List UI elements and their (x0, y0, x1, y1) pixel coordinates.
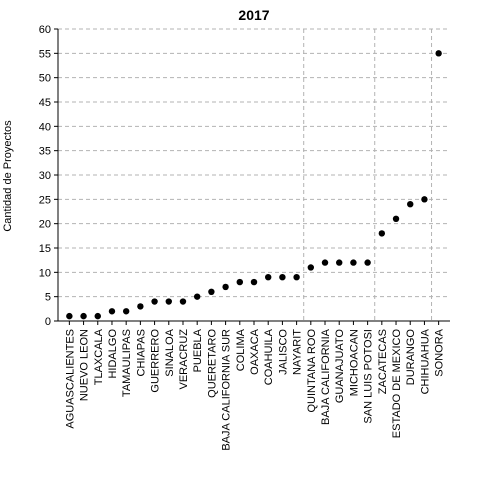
data-point (193, 293, 201, 300)
x-tick-label: GUERRERO (150, 329, 162, 393)
data-point (435, 50, 442, 57)
data-point (151, 298, 158, 305)
data-point (222, 283, 229, 291)
x-tick-label: ZACATECAS (377, 329, 389, 394)
x-tick-label: BAJA CALIFORNIA (320, 328, 332, 425)
data-point (137, 303, 144, 310)
y-tick-label: 45 (39, 97, 51, 109)
data-point (108, 308, 116, 315)
x-tick-label: COLIMA (235, 328, 247, 371)
chart-title: 2017 (238, 7, 269, 23)
x-tick-label: QUERETARO (206, 329, 218, 398)
y-tick-label: 60 (39, 24, 51, 36)
y-tick-label: 55 (39, 48, 51, 60)
x-tick-label: NAYARIT (292, 329, 304, 375)
x-tick-label: QUINTANA ROO (306, 329, 318, 413)
x-tick-label: BAJA CALIFORNIA SUR (221, 329, 233, 451)
x-tick-label: PUEBLA (192, 328, 204, 372)
y-tick-label: 5 (45, 292, 51, 304)
x-tick-label: DURANGO (405, 329, 417, 386)
data-point (421, 196, 428, 203)
y-tick-label: 15 (39, 243, 51, 255)
data-point (208, 288, 215, 295)
data-point (179, 298, 187, 305)
x-tick-label: MICHOACAN (348, 329, 360, 396)
data-point (66, 312, 73, 320)
data-point (407, 201, 414, 208)
data-point (364, 259, 371, 266)
x-tick-label: SAN LUIS POTOSI (363, 329, 375, 424)
x-tick-label: TAMAULIPAS (121, 329, 133, 397)
x-tick-label: NUEVO LEON (79, 329, 91, 401)
data-point (293, 274, 300, 281)
y-tick-label: 20 (39, 219, 51, 231)
axis-layer: 0 5 10 15 20 25 30 35 40 45 50 55 60 (39, 24, 450, 328)
x-tick-label: VERACRUZ (178, 329, 190, 390)
data-point (350, 259, 357, 266)
data-point (80, 312, 87, 320)
x-tick-label: ESTADO DE MEXICO (391, 329, 403, 439)
y-tick-label: 30 (39, 170, 51, 182)
data-point (378, 230, 386, 237)
x-tick-label: CHIHUAHUA (419, 328, 431, 394)
x-tick-label: AGUASCALIENTES (64, 329, 76, 429)
y-axis-label: Cantidad de Proyectos (2, 120, 14, 232)
x-tick-labels: AGUASCALIENTES NUEVO LEON TLAXCALA HIDALGO T… (64, 328, 445, 450)
y-tick-label: 0 (45, 316, 51, 328)
x-tick-label: SONORA (434, 328, 446, 376)
data-point (236, 278, 243, 286)
data-point (279, 274, 286, 281)
data-point (122, 308, 130, 315)
x-tick-label: CHIAPAS (135, 329, 147, 376)
data-point (307, 264, 315, 271)
y-tick-label: 50 (39, 73, 51, 85)
data-point (392, 215, 400, 222)
data-point (336, 259, 343, 266)
x-tick-label: SINALOA (164, 328, 176, 376)
x-tick-label: GUANAJUATO (334, 329, 346, 404)
y-tick-label: 40 (39, 121, 51, 133)
y-tick-label: 10 (39, 267, 51, 279)
x-tick-label: TLAXCALA (93, 328, 105, 385)
x-tick-label: HIDALGO (107, 329, 119, 379)
x-tick-label: JALISCO (277, 329, 289, 375)
y-tick-label: 35 (39, 146, 51, 158)
data-point (94, 312, 101, 320)
y-tick-label: 25 (39, 194, 51, 206)
data-point (321, 259, 329, 266)
x-tick-label: COAHUILA (263, 328, 275, 385)
data-point (265, 274, 272, 281)
x-tick-label: OAXACA (249, 328, 261, 375)
data-point (165, 298, 172, 305)
data-points (66, 50, 442, 320)
data-point (250, 278, 258, 286)
